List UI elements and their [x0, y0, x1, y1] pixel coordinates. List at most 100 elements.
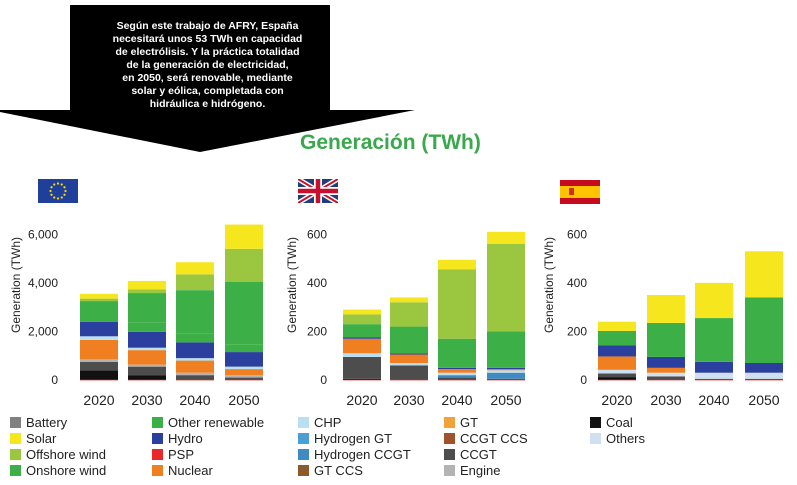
bar-segment-ccgt [438, 377, 476, 380]
bar-segment-solar [598, 321, 636, 331]
legend-label: Battery [26, 415, 68, 430]
legend-swatch [444, 465, 455, 476]
legend-label: Other renewable [168, 415, 265, 430]
bar-segment-ccgt [695, 378, 733, 380]
bar-segment-onshore-wind [438, 338, 476, 368]
bar-segment-onshore-wind [343, 324, 381, 338]
bar-segment-others [745, 372, 783, 379]
x-tick-label: 2020 [346, 392, 377, 408]
bar-segment-solar [745, 251, 783, 298]
legend-item: CCGT CCS [444, 431, 528, 446]
bar-segment-solar [487, 231, 525, 244]
y-tick-label: 200 [307, 324, 327, 338]
bar-segment-engine [128, 364, 166, 367]
legend-item: Offshore wind [10, 447, 106, 462]
y-tick-label: 600 [307, 227, 327, 241]
legend-item: Hydro [152, 431, 203, 446]
bar-segment-solar [176, 262, 214, 275]
bar-segment-hydro [695, 361, 733, 373]
annotation-line: hidráulica e hidrógeno. [149, 98, 266, 110]
bar-base-psp [695, 379, 733, 381]
bar-segment-hydrogen-ccgt [438, 375, 476, 378]
legend-swatch [444, 449, 455, 460]
bar-base-psp [176, 379, 214, 381]
eu-star [63, 193, 66, 196]
bar-segment-solar [225, 224, 263, 249]
bar-segment-hydro [598, 345, 636, 357]
legend-swatch [10, 417, 21, 428]
bar-base-psp [487, 379, 525, 381]
legend-item: Others [590, 431, 645, 446]
eu-star [56, 182, 60, 185]
legend-item: Hydrogen GT [298, 431, 392, 446]
bar-segment-ccgt [80, 361, 118, 371]
legend-swatch [152, 433, 163, 444]
bar-segment-hydro [438, 367, 476, 370]
bar-segment-other-renewable [128, 322, 166, 332]
eu-star [53, 183, 56, 186]
y-tick-label: 4,000 [28, 276, 58, 290]
bar-segment-chp [128, 347, 166, 351]
x-tick-label: 2050 [228, 392, 259, 408]
legend-item: Other renewable [152, 415, 264, 430]
legend-swatch [298, 417, 309, 428]
bar-segment-hydro [80, 321, 118, 337]
bar-segment-solar [438, 259, 476, 270]
bar-base-psp [647, 379, 685, 381]
bar-segment-other-renewable [176, 333, 214, 343]
bar-segment-solar [647, 295, 685, 323]
bar-segment-chp [80, 336, 118, 340]
legend-swatch [10, 433, 21, 444]
charts-canvas: 0 2,000 4,000 6,000 Generation (TWh) 2020 2030… [9, 224, 783, 408]
annotation-line: de electrólisis. Y la práctica totalidad [115, 46, 300, 58]
x-tick-label: 2050 [748, 392, 779, 408]
y-tick-label: 600 [567, 227, 587, 241]
bar-segment-hydro [176, 342, 214, 359]
bar-segment-nuclear [128, 350, 166, 365]
x-tick-label: 2040 [698, 392, 729, 408]
spain-flag-icon [560, 180, 600, 204]
bar-segment-chp [438, 372, 476, 376]
bar-segment-onshore-wind [745, 297, 783, 363]
bar-base-psp [343, 379, 381, 381]
legend-label: GT [460, 415, 479, 430]
legend-item: Coal [590, 415, 633, 430]
bar-segment-hydro [343, 337, 381, 339]
bar-segment-others [647, 372, 685, 377]
x-tick-label: 2030 [650, 392, 681, 408]
legend-swatch [298, 465, 309, 476]
eu-star [50, 193, 53, 196]
bar-segment-nuclear [438, 369, 476, 373]
bar-base-psp [598, 379, 636, 381]
bar-base-psp [128, 379, 166, 381]
y-tick-label: 2,000 [28, 324, 58, 338]
y-tick-label: 0 [320, 373, 327, 387]
bar-segment-chp [343, 353, 381, 357]
legend-label: Engine [460, 463, 501, 478]
bar-segment-ccgt [390, 365, 428, 380]
y-tick-label: 400 [307, 276, 327, 290]
bar-segment-coal [80, 370, 118, 380]
bar-segment-offshore-wind [128, 289, 166, 294]
bar-segment-other-renewable [225, 344, 263, 353]
bar-segment-ccgt [225, 377, 263, 380]
x-tick-label: 2030 [131, 392, 162, 408]
bar-segment-chp [225, 366, 263, 370]
legend-label: CCGT [460, 447, 497, 462]
bar-segment-ccgt [128, 366, 166, 376]
legend-label: Coal [606, 415, 633, 430]
bar-segment-onshore-wind [225, 281, 263, 345]
legend-swatch [444, 417, 455, 428]
eu-star [60, 196, 63, 199]
eu-star [53, 196, 56, 199]
bar-segment-ccgt [647, 376, 685, 380]
legend-swatch [590, 417, 601, 428]
eu-star [50, 186, 53, 189]
bar-base-psp [745, 379, 783, 381]
bar-segment-hydro [647, 356, 685, 368]
bar-segment-offshore-wind [438, 269, 476, 339]
legend-item: CHP [298, 415, 341, 430]
eu-star [64, 189, 67, 193]
bar-segment-onshore-wind [695, 318, 733, 362]
y-axis-label: Generation (TWh) [9, 237, 23, 333]
